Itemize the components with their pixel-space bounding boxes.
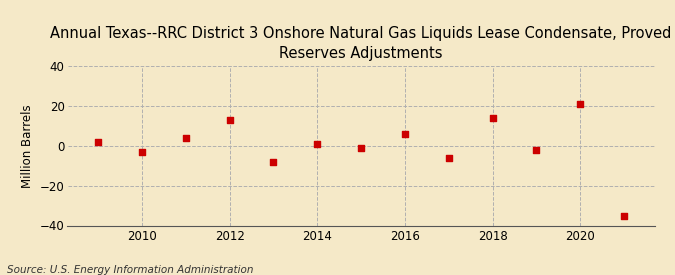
Point	[224, 118, 235, 122]
Point	[180, 136, 191, 140]
Text: Source: U.S. Energy Information Administration: Source: U.S. Energy Information Administ…	[7, 265, 253, 275]
Y-axis label: Million Barrels: Million Barrels	[22, 104, 34, 188]
Point	[575, 102, 586, 106]
Point	[400, 131, 410, 136]
Title: Annual Texas--RRC District 3 Onshore Natural Gas Liquids Lease Condensate, Prove: Annual Texas--RRC District 3 Onshore Nat…	[51, 26, 672, 61]
Point	[92, 139, 103, 144]
Point	[487, 116, 498, 120]
Point	[268, 160, 279, 164]
Point	[531, 147, 542, 152]
Point	[136, 150, 147, 154]
Point	[443, 156, 454, 160]
Point	[356, 145, 367, 150]
Point	[312, 142, 323, 146]
Point	[619, 213, 630, 218]
